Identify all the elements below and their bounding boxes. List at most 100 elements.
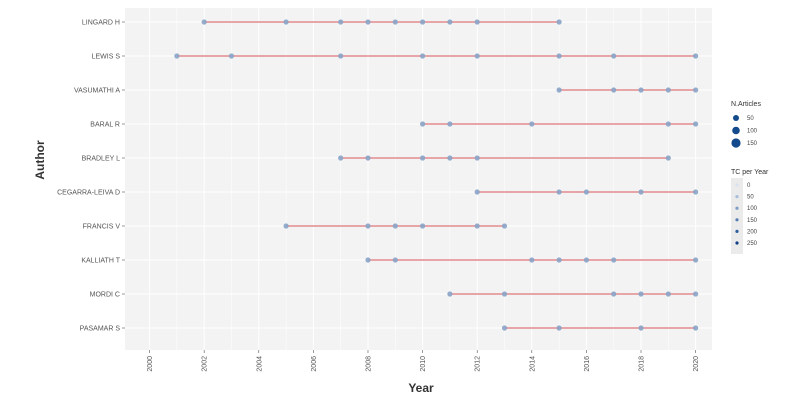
data-point xyxy=(556,325,562,331)
x-tick-label: 2010 xyxy=(420,356,427,372)
legend-size-label: 100 xyxy=(747,129,758,135)
x-tick-label: 2008 xyxy=(365,356,372,372)
data-point xyxy=(693,189,699,195)
data-point xyxy=(665,291,671,297)
legend: N.Articles 50 100 150 TC per Year 0 50 100 150 20… xyxy=(731,101,769,254)
data-point xyxy=(556,53,562,59)
data-point xyxy=(556,257,562,263)
legend-color-key xyxy=(735,229,739,233)
legend-size-key xyxy=(731,138,741,148)
x-tick-label: 2016 xyxy=(584,356,591,372)
x-tick-label: 2000 xyxy=(147,356,154,372)
data-point xyxy=(419,223,426,229)
data-point xyxy=(501,325,508,331)
data-point xyxy=(638,291,644,297)
data-point xyxy=(201,19,207,25)
legend-color-label: 50 xyxy=(747,195,754,201)
legend-color-key xyxy=(735,241,739,245)
data-point xyxy=(611,87,617,93)
data-point xyxy=(447,19,453,25)
data-point xyxy=(529,257,535,263)
data-point xyxy=(556,87,562,93)
data-point xyxy=(392,223,398,229)
legend-size-title: N.Articles xyxy=(731,101,761,108)
x-tick-label: 2018 xyxy=(639,356,646,372)
data-point xyxy=(365,19,371,25)
data-point xyxy=(338,53,344,59)
legend-size-label: 150 xyxy=(747,141,758,147)
data-point xyxy=(474,19,480,25)
x-tick-label: 2006 xyxy=(311,356,318,372)
plot-panel xyxy=(125,8,712,350)
data-point xyxy=(638,189,644,195)
data-point xyxy=(283,223,289,229)
data-point xyxy=(447,155,453,161)
legend-color-label: 250 xyxy=(747,241,758,247)
data-point xyxy=(419,155,426,161)
y-tick-label: VASUMATHI A xyxy=(74,88,120,95)
legend-size-key xyxy=(733,115,739,121)
y-tick-label: MORDI C xyxy=(90,292,120,299)
data-point xyxy=(338,155,344,161)
x-tick-label: 2012 xyxy=(475,356,482,372)
data-point xyxy=(693,325,699,331)
data-point xyxy=(638,325,644,331)
data-point xyxy=(665,121,671,127)
data-point xyxy=(474,155,480,161)
x-axis: 2000 2002 2004 2006 2008 2010 2012 2014 2016 2018… xyxy=(147,350,700,372)
data-point xyxy=(693,87,699,93)
data-point xyxy=(419,19,426,25)
y-tick-label: PASAMAR S xyxy=(80,326,121,333)
data-point xyxy=(611,53,617,59)
data-point xyxy=(693,291,699,297)
x-axis-title: Year xyxy=(408,381,434,395)
legend-color-label: 150 xyxy=(747,218,758,224)
data-point xyxy=(665,155,671,161)
data-point xyxy=(392,19,398,25)
legend-color-key xyxy=(735,218,739,222)
data-point xyxy=(693,257,699,263)
data-point xyxy=(338,19,344,25)
author-timelines xyxy=(174,19,699,331)
x-tick-label: 2004 xyxy=(256,356,263,372)
legend-color-key xyxy=(735,195,739,199)
legend-color-label: 100 xyxy=(747,206,758,212)
data-point xyxy=(447,121,453,127)
y-tick-label: FRANCIS V xyxy=(83,224,121,231)
data-point xyxy=(283,19,289,25)
data-point xyxy=(474,53,480,59)
y-tick-label: BRADLEY L xyxy=(82,156,120,163)
legend-color-title: TC per Year xyxy=(731,169,769,176)
data-point xyxy=(529,121,535,127)
data-point xyxy=(419,121,426,127)
y-tick-label: LEWIS S xyxy=(92,54,121,61)
legend-color-bar xyxy=(731,178,743,254)
y-axis: LINGARD H LEWIS S VASUMATHI A BARAL R BRADLE… xyxy=(57,20,125,333)
data-point xyxy=(693,53,699,59)
data-point xyxy=(228,53,235,59)
y-tick-label: CEGARRA-LEIVA D xyxy=(57,190,120,197)
x-tick-label: 2020 xyxy=(693,356,700,372)
y-tick-label: KALLIATH T xyxy=(81,258,120,265)
x-tick-label: 2014 xyxy=(529,356,536,372)
legend-color-label: 0 xyxy=(747,183,751,189)
legend-color-key xyxy=(735,206,739,210)
data-point xyxy=(365,257,371,263)
data-point xyxy=(419,53,426,59)
data-point xyxy=(365,155,371,161)
y-tick-label: LINGARD H xyxy=(82,20,120,27)
legend-size-key xyxy=(732,126,740,135)
data-point xyxy=(392,257,398,263)
y-axis-title: Author xyxy=(33,140,47,180)
data-point xyxy=(556,189,562,195)
data-point xyxy=(556,19,562,25)
data-point xyxy=(583,189,590,195)
data-point xyxy=(665,87,671,93)
data-point xyxy=(611,257,617,263)
data-point xyxy=(501,223,508,229)
data-point xyxy=(447,291,453,297)
data-point xyxy=(693,121,699,127)
y-tick-label: BARAL R xyxy=(90,122,120,129)
data-point xyxy=(501,291,508,297)
legend-color-label: 200 xyxy=(747,229,758,235)
